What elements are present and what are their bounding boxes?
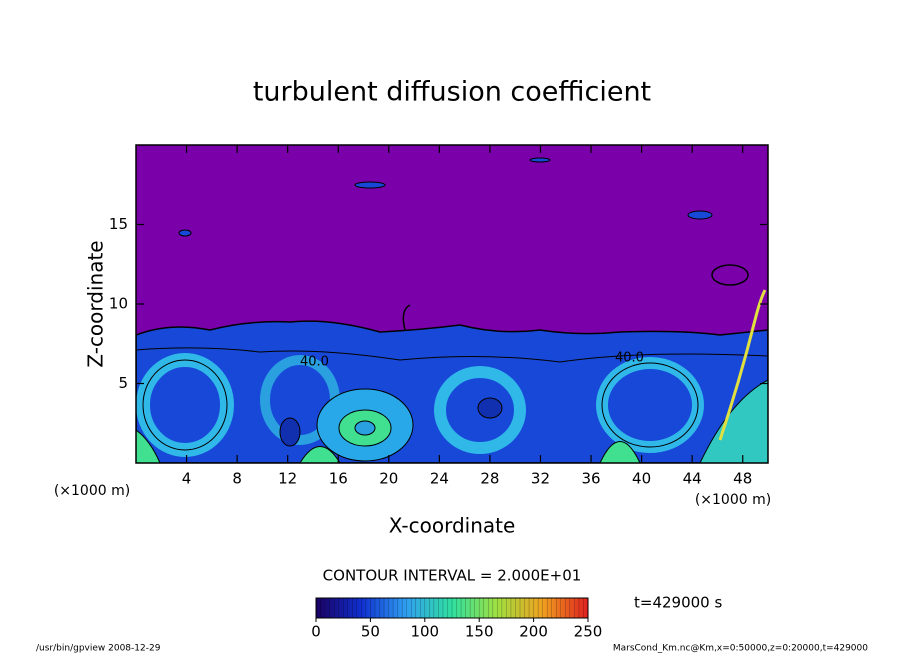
colorbar-tick-label: 100 [410,623,439,641]
x-tick-label: 8 [232,470,242,488]
x-tick-label: 20 [379,470,398,488]
contour-label: 40.0 [615,351,644,366]
colorbar-tick-label: 0 [311,623,321,641]
x-unit-left: (×1000 m) [54,483,130,499]
y-tick-label: 5 [118,374,128,392]
y-tick-label: 10 [109,295,128,313]
colorbar-tick-label: 150 [465,623,494,641]
time-label: t=429000 s [634,594,722,612]
contour-label: 40.0 [300,355,329,370]
x-axis-label: X-coordinate [389,514,516,538]
x-tick-label: 48 [733,470,752,488]
x-tick-label: 16 [329,470,348,488]
chart-title: turbulent diffusion coefficient [253,77,651,108]
x-tick-label: 40 [632,470,651,488]
x-tick-label: 32 [531,470,550,488]
y-tick-label: 15 [109,215,128,233]
footer-left: /usr/bin/gpview 2008-12-29 [36,644,161,654]
x-tick-label: 4 [182,470,192,488]
x-tick-label: 44 [683,470,702,488]
y-axis-label: Z-coordinate [84,240,108,367]
footer-right: MarsCond_Km.nc@Km,x=0:50000,z=0:20000,t=… [613,644,868,654]
x-unit-right: (×1000 m) [695,492,771,508]
colorbar-tick-label: 250 [574,623,603,641]
contour-interval: CONTOUR INTERVAL = 2.000E+01 [323,567,582,585]
x-tick-label: 24 [430,470,449,488]
colorbar-tick-label: 200 [519,623,548,641]
contour-field [136,145,768,463]
x-tick-label: 12 [278,470,297,488]
x-tick-label: 28 [480,470,499,488]
x-tick-label: 36 [581,470,600,488]
colorbar-tick-label: 50 [361,623,380,641]
